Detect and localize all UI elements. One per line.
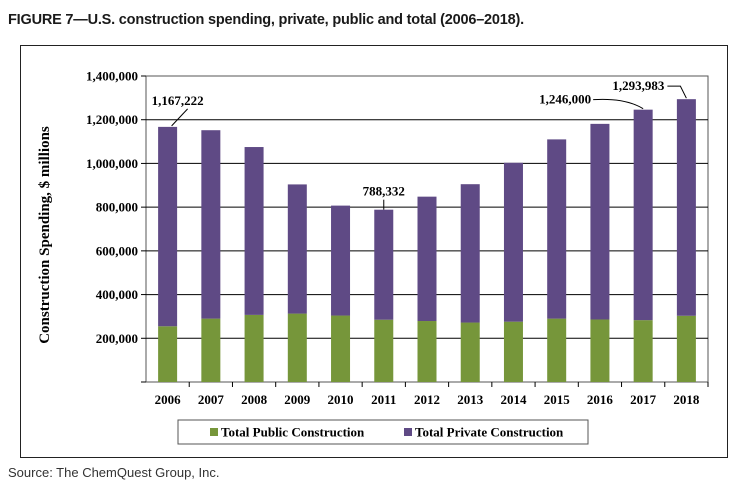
bar-private xyxy=(331,205,351,316)
bar-public xyxy=(287,313,307,382)
x-tick-label: 2014 xyxy=(500,392,527,407)
bar-public xyxy=(244,314,264,382)
bar-public xyxy=(417,321,437,382)
annotation-leader xyxy=(171,108,188,127)
bar-public xyxy=(374,319,394,382)
bar-private xyxy=(633,109,653,321)
x-tick-label: 2010 xyxy=(328,392,354,407)
x-tick-label: 2013 xyxy=(457,392,484,407)
annotation-label: 1,246,000 xyxy=(539,92,591,107)
bar-private xyxy=(244,147,264,315)
figure-title: FIGURE 7—U.S. construction spending, pri… xyxy=(8,12,524,28)
bar-public xyxy=(201,318,221,382)
legend-label-private: Total Private Construction xyxy=(415,425,564,440)
legend xyxy=(177,419,589,445)
bar-public xyxy=(676,315,696,382)
x-tick-label: 2011 xyxy=(371,392,396,407)
y-tick-label: 1,000,000 xyxy=(86,156,138,171)
x-tick-label: 2009 xyxy=(284,392,311,407)
x-tick-label: 2006 xyxy=(155,392,182,407)
bar-private xyxy=(374,209,394,320)
bar-public xyxy=(547,318,567,382)
x-tick-label: 2017 xyxy=(630,392,657,407)
y-tick-label: 200,000 xyxy=(96,331,138,346)
x-tick-label: 2008 xyxy=(241,392,268,407)
bar-public xyxy=(590,319,610,382)
bar-public xyxy=(331,315,351,382)
bar-public xyxy=(460,322,480,382)
x-tick-label: 2016 xyxy=(587,392,614,407)
annotation-label: 1,167,222 xyxy=(152,93,204,108)
legend-swatch-public xyxy=(210,428,218,436)
y-axis-label: Construction Spending, $ millions xyxy=(37,126,53,344)
bar-private xyxy=(590,123,610,320)
chart-frame: 200,000 400,000 600,000 800,000 1,000,000 1,2… xyxy=(20,45,728,458)
y-tick-label: 600,000 xyxy=(96,243,138,258)
annotation-label: 788,332 xyxy=(363,184,405,199)
bar-private xyxy=(547,139,567,319)
x-tick-label: 2015 xyxy=(544,392,571,407)
y-tick-label: 400,000 xyxy=(96,287,138,302)
source-note: Source: The ChemQuest Group, Inc. xyxy=(8,465,220,480)
bar-private xyxy=(460,184,480,323)
y-tick-label: 800,000 xyxy=(96,200,138,215)
bar-public xyxy=(633,320,653,382)
legend-swatch-private xyxy=(404,428,412,436)
x-tick-label: 2012 xyxy=(414,392,440,407)
annotation-leader xyxy=(593,98,644,110)
bar-private xyxy=(158,126,178,327)
x-tick-label: 2007 xyxy=(198,392,225,407)
bar-public xyxy=(158,326,178,382)
bar-private xyxy=(417,196,437,322)
legend-label-public: Total Public Construction xyxy=(221,425,365,440)
bar-public xyxy=(503,321,523,382)
bar-private xyxy=(201,130,221,319)
bar-private xyxy=(676,99,696,316)
y-tick-label: 1,200,000 xyxy=(86,112,138,127)
bar-private xyxy=(503,162,523,322)
y-tick-label: 1,400,000 xyxy=(86,69,138,84)
chart: 200,000 400,000 600,000 800,000 1,000,000 1,2… xyxy=(37,69,709,445)
x-tick-label: 2018 xyxy=(673,392,700,407)
bar-private xyxy=(287,184,307,314)
annotation-leader xyxy=(667,85,687,99)
annotation-label: 1,293,983 xyxy=(612,78,665,93)
